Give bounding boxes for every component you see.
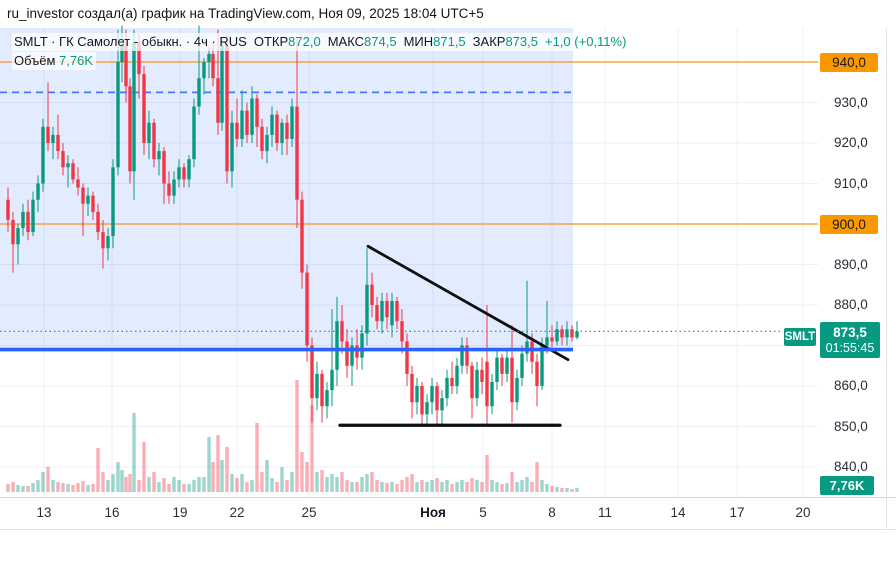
legend-line-volume: Объём 7,76K <box>12 52 629 70</box>
time-tick: 16 <box>104 505 120 520</box>
price-level-badge-900: 900,0 <box>820 214 878 234</box>
price-tick: 920,0 <box>834 135 868 150</box>
open-value: 872,0 <box>288 34 321 49</box>
price-tick: 840,0 <box>834 459 868 474</box>
price-tick: 930,0 <box>834 94 868 110</box>
volume-value: 7,76K <box>59 53 94 68</box>
price-level-badge-940: 940,0 <box>820 52 878 72</box>
price-tick: 860,0 <box>834 378 868 393</box>
price-tick: 910,0 <box>834 175 868 191</box>
close-value: 873,5 <box>505 34 538 49</box>
time-axis-bottom-border <box>0 529 896 530</box>
time-axis[interactable]: 13 16 19 22 25 Ноя 5 8 11 14 17 20 <box>0 497 896 530</box>
time-tick: 8 <box>548 505 556 520</box>
legend-line-ohlc: SMLT · ГК Самолет - обыкн. · 4ч · RUS ОТК… <box>12 33 630 51</box>
open-label: ОТКР <box>253 34 289 49</box>
footer: TradingView <box>0 530 896 582</box>
change-value: +1,0 (+0,11%) <box>545 34 627 49</box>
time-tick: 22 <box>229 505 245 520</box>
time-tick: 13 <box>36 505 52 520</box>
price-axis[interactable]: 940,0 900,0 930,0 920,0 910,0 890,0 880,0 860… <box>818 28 886 497</box>
high-value: 874,5 <box>364 34 397 49</box>
close-label: ЗАКР <box>472 34 506 49</box>
volume-label: Объём <box>14 53 56 68</box>
time-tick: Ноя <box>420 505 446 520</box>
time-tick: 19 <box>172 505 188 520</box>
volume-badge: 7,76K <box>820 476 874 495</box>
price-tick: 890,0 <box>834 256 868 272</box>
low-value: 871,5 <box>433 34 466 49</box>
bar-countdown: 01:55:45 <box>825 341 875 355</box>
time-tick: 20 <box>795 505 811 520</box>
time-tick: 14 <box>670 505 686 520</box>
time-tick: 25 <box>301 505 317 520</box>
low-label: МИН <box>403 34 434 49</box>
high-label: МАКС <box>327 34 365 49</box>
chart-legend: SMLT · ГК Самолет - обыкн. · 4ч · RUS ОТК… <box>12 33 630 71</box>
price-tick: 850,0 <box>834 418 868 434</box>
time-tick: 17 <box>729 505 745 520</box>
axis-right-border <box>886 28 887 530</box>
current-price-value: 873,5 <box>833 325 867 340</box>
symbol-price-label[interactable]: SMLT <box>784 328 816 346</box>
time-tick: 11 <box>597 505 613 520</box>
price-tick: 880,0 <box>834 297 868 312</box>
time-tick: 5 <box>479 505 487 520</box>
attribution-text: ru_investor создал(а) график на TradingV… <box>7 6 484 21</box>
time-axis-top-border <box>0 497 896 498</box>
symbol-title[interactable]: SMLT · ГК Самолет - обыкн. · 4ч · RUS <box>14 34 247 49</box>
current-price-badge: 873,5 01:55:45 <box>820 322 880 358</box>
